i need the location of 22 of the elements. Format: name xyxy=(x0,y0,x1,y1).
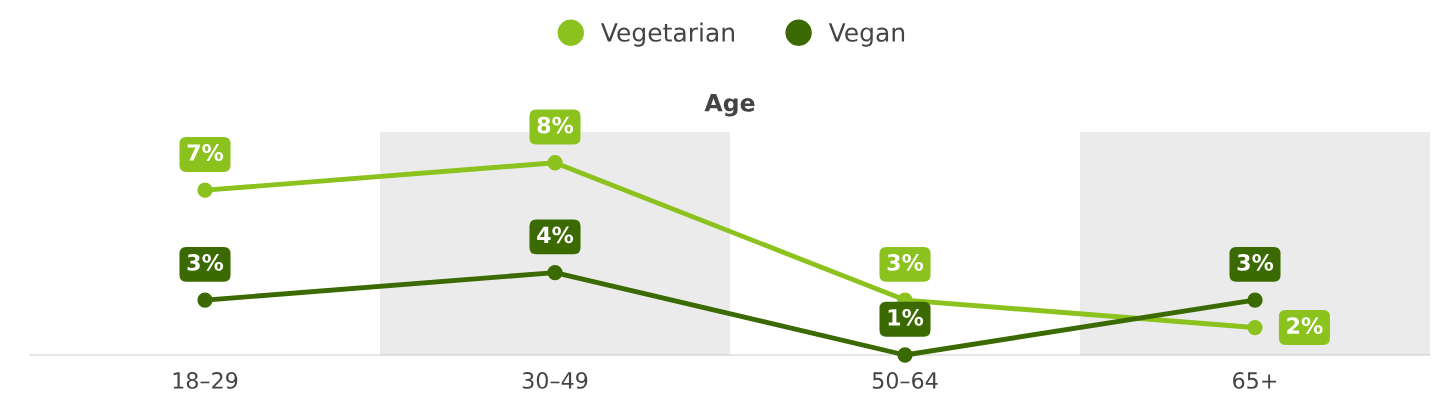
point xyxy=(197,182,213,198)
point xyxy=(1247,319,1263,336)
x-tick-label: 30–49 xyxy=(522,372,588,389)
point xyxy=(547,155,563,171)
data-label: 1% xyxy=(888,308,924,326)
x-tick-label: 50–64 xyxy=(872,372,938,389)
chart-title: Age xyxy=(704,94,755,117)
data-label: 3% xyxy=(187,253,224,271)
point xyxy=(197,292,213,308)
point xyxy=(897,347,913,363)
legend-label: Vegetarian xyxy=(601,22,734,47)
x-tick-label: 18–29 xyxy=(173,372,238,389)
data-label: 7% xyxy=(187,144,224,161)
data-label: 8% xyxy=(537,116,574,134)
data-label: 3% xyxy=(887,253,924,271)
data-label: 3% xyxy=(1237,253,1274,271)
point xyxy=(547,264,563,281)
point xyxy=(1247,292,1263,308)
data-label: 2% xyxy=(1287,317,1323,334)
data-label: 4% xyxy=(537,226,574,244)
x-tick-label: 65+ xyxy=(1233,372,1277,389)
legend-label: Vegan xyxy=(828,23,905,47)
